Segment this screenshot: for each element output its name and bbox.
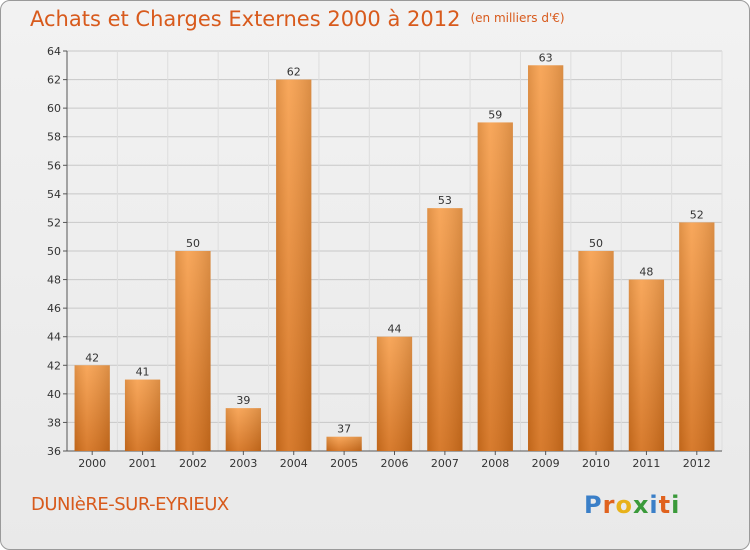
y-tick-label: 36 xyxy=(47,445,61,458)
data-label: 42 xyxy=(85,351,99,364)
x-tick-label: 2004 xyxy=(280,457,308,470)
bar-shade xyxy=(276,79,312,452)
bar-shade xyxy=(376,336,413,451)
y-tick-label: 56 xyxy=(47,159,61,172)
x-tick-label: 2001 xyxy=(129,457,157,470)
data-label: 50 xyxy=(589,237,603,250)
bar-shade xyxy=(528,65,564,452)
bars xyxy=(74,65,715,452)
data-label: 63 xyxy=(539,51,553,64)
x-tick-label: 2009 xyxy=(532,457,560,470)
logo-letter: t xyxy=(658,491,672,519)
bar-shade xyxy=(326,436,362,451)
y-tick-label: 50 xyxy=(47,245,61,258)
proxiti-logo: Proxiti xyxy=(584,491,680,519)
bar-shade xyxy=(477,122,513,451)
x-tick-label: 2003 xyxy=(229,457,257,470)
y-tick-label: 40 xyxy=(47,388,61,401)
y-tick-label: 58 xyxy=(47,131,61,144)
logo-letter: P xyxy=(584,491,603,519)
y-tick-label: 54 xyxy=(47,188,61,201)
data-label: 39 xyxy=(236,394,250,407)
x-tick-label: 2000 xyxy=(78,457,106,470)
data-label: 53 xyxy=(438,194,452,207)
bar-shade xyxy=(427,208,463,451)
x-tick-label: 2007 xyxy=(431,457,459,470)
x-tick-label: 2005 xyxy=(330,457,358,470)
logo-letter: i xyxy=(649,491,659,519)
bar-shade xyxy=(225,408,261,451)
x-tick-label: 2002 xyxy=(179,457,207,470)
x-tick-label: 2008 xyxy=(481,457,509,470)
data-label: 37 xyxy=(337,423,351,436)
y-tick-label: 62 xyxy=(47,74,61,87)
data-label: 41 xyxy=(136,366,150,379)
labels: 36 38 40 42 44 46 48 50 52 54 56 58 60 62 64 42 2000 41 20… xyxy=(47,45,711,470)
bar-shade xyxy=(124,379,161,451)
bar-shade xyxy=(74,365,110,451)
x-tick-label: 2012 xyxy=(683,457,711,470)
y-tick-label: 44 xyxy=(47,331,61,344)
chart-unit: (en milliers d'€) xyxy=(470,11,565,25)
logo-letter: o xyxy=(615,491,633,519)
y-tick-label: 48 xyxy=(47,274,61,287)
logo-letter: i xyxy=(671,491,681,519)
y-tick-label: 52 xyxy=(47,216,61,229)
data-label: 59 xyxy=(488,108,502,121)
data-label: 48 xyxy=(639,266,653,279)
y-tick-label: 42 xyxy=(47,359,61,372)
bar-shade xyxy=(578,251,614,451)
logo-letter: r xyxy=(602,491,616,519)
chart-title: Achats et Charges Externes 2000 à 2012 (e… xyxy=(30,7,565,31)
commune-name: DUNIèRE-SUR-EYRIEUX xyxy=(31,494,229,515)
y-tick-label: 38 xyxy=(47,416,61,429)
y-tick-label: 60 xyxy=(47,102,61,115)
data-label: 52 xyxy=(690,208,704,221)
y-tick-label: 46 xyxy=(47,302,61,315)
data-label: 62 xyxy=(287,66,301,79)
bar-shade xyxy=(175,251,211,451)
logo-letter: x xyxy=(632,491,650,519)
bar-shade xyxy=(628,279,665,451)
chart-title-main: Achats et Charges Externes 2000 à 2012 xyxy=(30,7,461,31)
x-tick-label: 2006 xyxy=(381,457,409,470)
data-label: 50 xyxy=(186,237,200,250)
bar-shade xyxy=(679,222,715,451)
x-tick-label: 2011 xyxy=(632,457,660,470)
x-tick-label: 2010 xyxy=(582,457,610,470)
y-tick-label: 64 xyxy=(47,45,61,58)
data-label: 44 xyxy=(388,323,402,336)
